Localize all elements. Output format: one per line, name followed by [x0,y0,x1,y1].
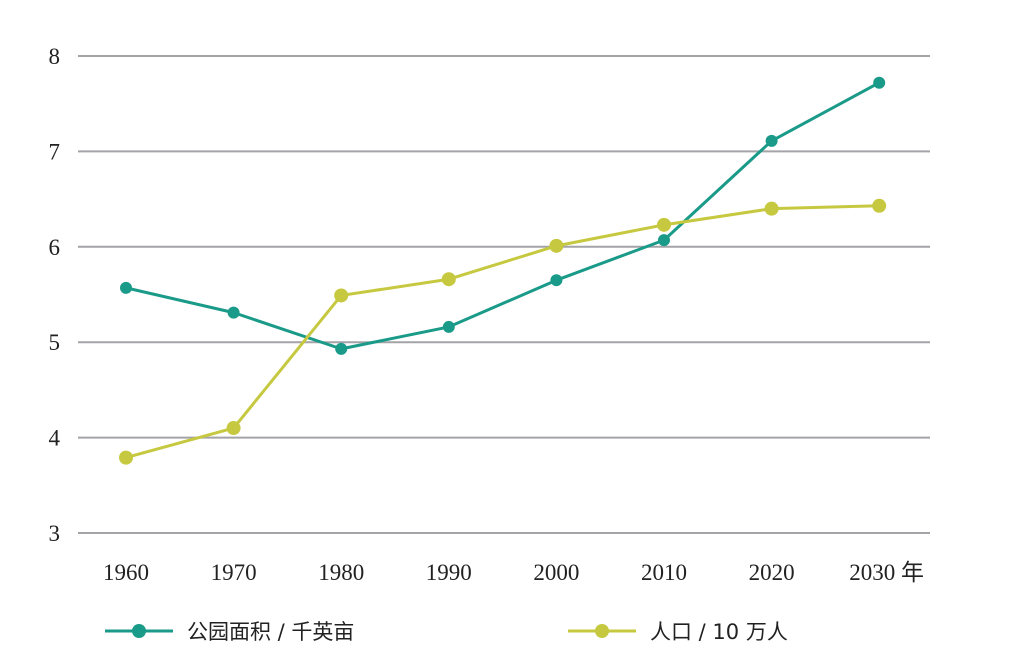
x-tick-label: 1990 [426,560,472,585]
legend-label: 人口 / 10 万人 [650,620,788,644]
x-tick-label: 1980 [318,560,364,585]
data-point [765,134,778,147]
data-point [334,288,349,303]
y-tick-label: 3 [49,521,61,546]
data-point [119,450,133,465]
series-line [125,81,880,351]
y-tick-label: 5 [49,330,61,355]
legend-swatch-marker [595,624,609,638]
data-point [442,320,455,333]
data-point [441,272,456,287]
series-1 [120,76,886,355]
x-tick-label: 2000 [533,560,579,585]
y-tick-label: 6 [49,235,61,260]
series-2 [119,198,887,465]
y-tick-label: 7 [49,139,61,164]
series-line [125,204,880,460]
data-point [657,217,671,232]
y-tick-label: 4 [49,426,61,451]
data-point [226,421,241,436]
legend-label: 公园面积 / 千英亩 [187,620,354,644]
series-layer [119,76,887,465]
y-axis: 3 4 5 6 7 8 [49,44,61,546]
legend-swatch-marker [132,624,146,638]
legend-item-1: 公园面积 / 千英亩 [105,620,354,644]
data-point [549,238,564,253]
data-point [120,281,132,294]
x-tick-label: 2020 [749,560,795,585]
x-tick-label: 2010 [641,560,687,585]
data-point [658,234,670,247]
x-tick-label: 2030 年 [849,560,924,585]
x-axis: 1960 1970 1980 1990 2000 2010 2020 2030 年 [103,560,924,585]
data-point [335,342,348,355]
legend: 公园面积 / 千英亩 人口 / 10 万人 [105,620,788,644]
grid-lines [78,55,930,534]
y-tick-label: 8 [49,44,61,69]
data-point [872,198,887,213]
legend-item-2: 人口 / 10 万人 [568,620,788,644]
data-point [873,76,886,89]
data-point [550,274,563,287]
x-tick-label: 1970 [211,560,257,585]
data-point [764,201,779,216]
data-point [227,306,240,319]
x-tick-label: 1960 [103,560,149,585]
